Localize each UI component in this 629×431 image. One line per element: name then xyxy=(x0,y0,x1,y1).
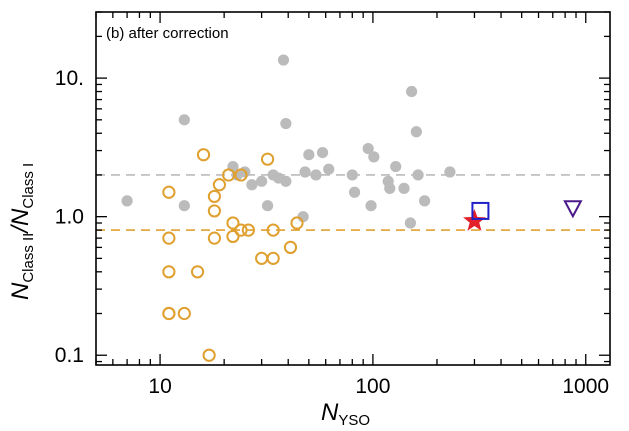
gray-filled-point xyxy=(316,146,329,159)
orange-open-point xyxy=(234,168,248,182)
x-tick-label: 10 xyxy=(148,375,171,398)
gray-filled-point xyxy=(280,117,292,130)
orange-open-point xyxy=(207,204,222,218)
orange-open-point xyxy=(234,223,248,237)
reference-lines xyxy=(96,174,610,231)
orange-open-point xyxy=(207,231,222,245)
orange-open-point xyxy=(162,231,176,245)
gray-filled-point xyxy=(280,175,292,187)
orange-open-point xyxy=(290,216,304,230)
orange-open-point xyxy=(283,240,298,255)
orange-open-point xyxy=(196,148,211,162)
orange-open-point xyxy=(162,306,176,321)
orange-open-point xyxy=(162,185,176,199)
gray-filled-point xyxy=(346,169,358,181)
gray-filled-point xyxy=(246,179,258,191)
y-tick-label: 1.0 xyxy=(55,206,84,229)
gray-filled-point xyxy=(323,163,335,175)
orange-open-point xyxy=(266,223,280,237)
gray-filled-point xyxy=(404,217,416,229)
orange-open-point xyxy=(226,229,240,244)
gray-filled-point xyxy=(121,195,133,207)
gray-filled-point xyxy=(310,169,322,181)
orange-open-point xyxy=(266,251,280,265)
y-tick-label: 0.1 xyxy=(55,344,84,367)
x-tick-label: 1000 xyxy=(562,375,609,398)
x-tick-label: 100 xyxy=(355,375,390,398)
orange-open-point xyxy=(202,348,216,362)
gray-filled-point xyxy=(412,169,424,181)
gray-filled-point xyxy=(256,175,268,187)
gray-filled-point xyxy=(406,85,418,98)
orange-open-point xyxy=(222,168,236,182)
orange-open-point xyxy=(260,152,275,166)
orange-open-point xyxy=(212,178,227,192)
orange-open-point xyxy=(177,306,191,321)
gray-filled-point xyxy=(362,142,374,155)
orange-open-point xyxy=(162,265,176,279)
gray-filled-point xyxy=(261,200,274,212)
panel-annotation: (b) after correction xyxy=(106,25,229,42)
orange-open-point xyxy=(226,216,240,230)
orange-open-point xyxy=(190,265,205,279)
plot-frame xyxy=(95,11,611,366)
gray-filled-point xyxy=(410,126,422,138)
gray-filled-point xyxy=(419,195,431,207)
gray-filled-point xyxy=(277,54,290,66)
x-axis-title: NYSO xyxy=(321,399,370,429)
gray-filled-point xyxy=(368,151,380,163)
gray-filled-point xyxy=(365,200,377,212)
gray-filled-point xyxy=(303,149,315,161)
blue-square-point xyxy=(471,201,490,220)
purple-triangle-point xyxy=(563,200,583,219)
y-axis-title: NClass II/NClass I xyxy=(7,163,37,300)
gray-filled-point xyxy=(348,186,361,198)
gray-filled-point xyxy=(178,114,190,126)
orange-open-point xyxy=(255,251,269,265)
gray-filled-point xyxy=(178,200,190,212)
data-markers xyxy=(121,54,583,362)
y-tick-label: 10. xyxy=(55,67,84,90)
gray-filled-point xyxy=(390,160,402,173)
gray-filled-point xyxy=(398,182,410,194)
tick-labels: 10 100 1000 0.1 1.0 10. xyxy=(55,67,609,398)
gray-filled-point xyxy=(299,166,311,178)
orange-open-point xyxy=(207,189,222,204)
gray-filled-point xyxy=(444,166,456,178)
orange-open-point xyxy=(241,223,255,237)
gray-filled-point xyxy=(384,182,396,194)
axis-ticks xyxy=(95,11,610,365)
